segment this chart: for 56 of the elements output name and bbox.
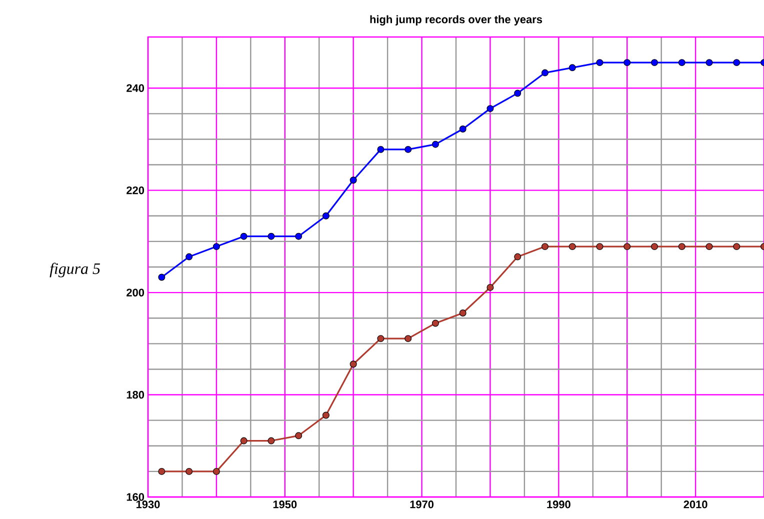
point (240, 232, 248, 240)
point (212, 243, 220, 250)
x-tick-label: 1990 (547, 500, 570, 508)
point (240, 437, 248, 444)
point (459, 310, 466, 316)
point (541, 243, 548, 250)
point (377, 335, 384, 342)
point (514, 253, 522, 260)
y-tick-label: 180 (126, 390, 144, 399)
point (651, 59, 658, 66)
point (596, 243, 604, 250)
x-tick-label: 2010 (684, 500, 708, 508)
point (624, 59, 631, 66)
point (350, 360, 357, 368)
point (624, 243, 631, 250)
point (377, 146, 384, 153)
point (268, 437, 275, 444)
y-tick-label: 160 (126, 493, 144, 501)
point (322, 212, 330, 220)
point (678, 243, 686, 250)
point (295, 232, 302, 240)
point (733, 243, 740, 250)
point (432, 320, 439, 327)
point (295, 432, 302, 440)
point (268, 232, 275, 240)
point (568, 64, 576, 72)
point (486, 105, 494, 112)
chart-title: high jump records over the years (370, 15, 542, 26)
point (322, 412, 330, 419)
point (733, 59, 740, 66)
point (432, 140, 439, 148)
point (514, 90, 522, 97)
x-tick-label: 1970 (410, 500, 434, 508)
point (596, 59, 604, 66)
point (541, 69, 548, 76)
point (350, 176, 357, 184)
point (706, 59, 713, 66)
text: figura 5 (50, 262, 100, 278)
point (651, 243, 658, 250)
y-tick-label: 200 (126, 288, 144, 296)
point (404, 335, 412, 342)
y-tick-label: 220 (126, 186, 144, 194)
point (678, 59, 686, 66)
y-tick-label: 240 (126, 84, 144, 92)
point (186, 468, 193, 475)
point (486, 284, 494, 291)
x-tick-label: 1930 (136, 500, 160, 508)
point (158, 274, 166, 281)
point (158, 468, 166, 475)
x-tick-label: 1950 (273, 500, 297, 508)
point (706, 243, 713, 250)
point (459, 126, 466, 132)
point (404, 146, 412, 153)
point (568, 243, 576, 250)
point (212, 468, 220, 475)
point (186, 253, 193, 260)
